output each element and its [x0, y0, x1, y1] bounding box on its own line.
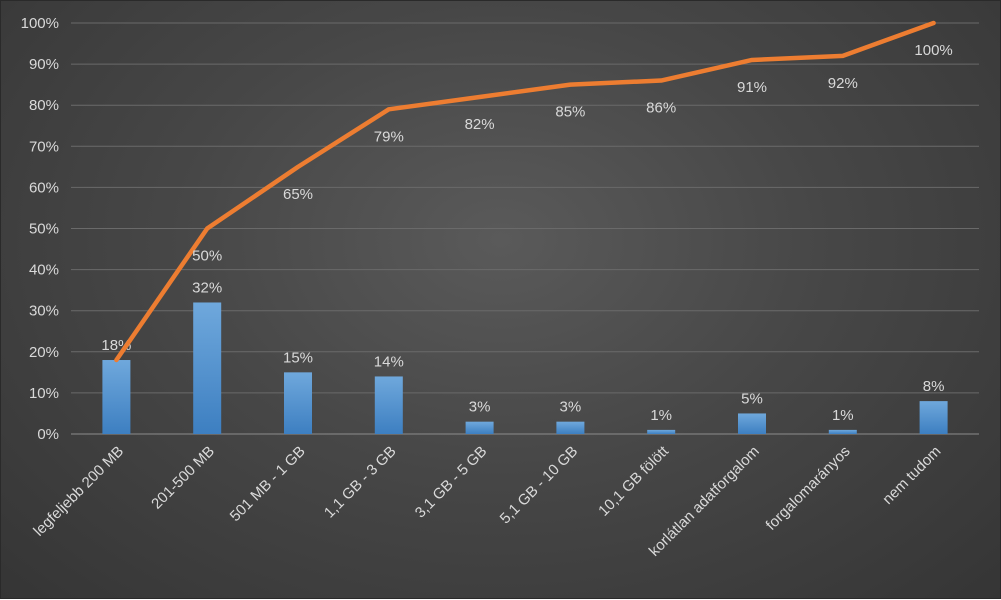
- y-tick-label: 0%: [37, 426, 59, 443]
- bar: [466, 422, 494, 434]
- bar-data-label: 32%: [192, 279, 222, 296]
- y-tick-label: 100%: [21, 15, 59, 32]
- line-data-label: 92%: [828, 75, 858, 92]
- x-tick-label: 5,1 GB - 10 GB: [497, 443, 582, 528]
- bar-data-label: 1%: [832, 407, 854, 424]
- x-tick-label: 10,1 GB fölött: [595, 442, 672, 519]
- y-tick-label: 60%: [29, 179, 59, 196]
- line-data-label: 65%: [283, 186, 313, 203]
- line-data-label: 79%: [374, 128, 404, 145]
- x-tick-label: forgalomarányos: [763, 443, 854, 534]
- x-tick-label: 201-500 MB: [148, 443, 218, 513]
- y-tick-label: 50%: [29, 221, 59, 238]
- y-tick-label: 70%: [29, 138, 59, 155]
- bar-data-label: 3%: [469, 399, 491, 416]
- bar: [647, 430, 675, 434]
- bar-data-label: 14%: [374, 353, 404, 370]
- bar: [829, 430, 857, 434]
- bar-data-label: 1%: [650, 407, 672, 424]
- cumulative-line: [116, 23, 933, 360]
- bar: [920, 401, 948, 434]
- bar-data-label: 8%: [923, 378, 945, 395]
- bar: [102, 360, 130, 434]
- bar-data-label: 5%: [741, 390, 763, 407]
- bar: [193, 302, 221, 434]
- line-data-label: 91%: [737, 79, 767, 96]
- x-tick-label: 501 MB - 1 GB: [227, 443, 309, 525]
- line-data-label: 86%: [646, 100, 676, 117]
- bar: [375, 376, 403, 434]
- x-tick-label: 1,1 GB - 3 GB: [321, 443, 400, 522]
- y-tick-label: 90%: [29, 56, 59, 73]
- y-tick-label: 20%: [29, 344, 59, 361]
- y-tick-label: 80%: [29, 97, 59, 114]
- x-tick-label: legfeljebb 200 MB: [30, 443, 127, 540]
- x-tick-label: nem tudom: [879, 443, 944, 508]
- line-data-label: 50%: [192, 248, 222, 265]
- line-data-label: 82%: [465, 116, 495, 133]
- line-data-label: 100%: [914, 42, 952, 59]
- bar: [284, 372, 312, 434]
- x-tick-label: 3,1 GB - 5 GB: [412, 443, 491, 522]
- line-data-label: 85%: [555, 104, 585, 121]
- bar: [738, 413, 766, 434]
- bar: [556, 422, 584, 434]
- y-tick-label: 30%: [29, 303, 59, 320]
- y-tick-label: 10%: [29, 385, 59, 402]
- y-tick-label: 40%: [29, 262, 59, 279]
- bar-data-label: 3%: [560, 399, 582, 416]
- bar-data-label: 15%: [283, 349, 313, 366]
